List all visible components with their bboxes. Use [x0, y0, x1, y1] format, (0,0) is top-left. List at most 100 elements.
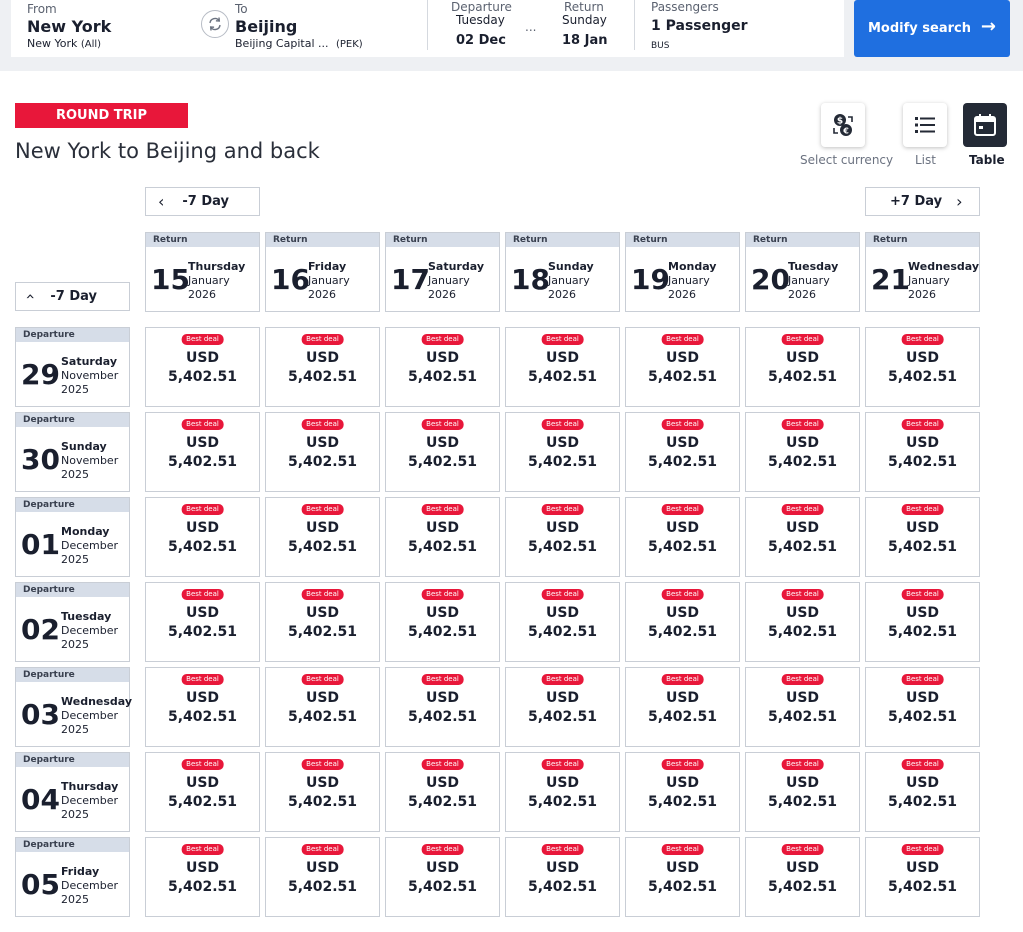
- fare-cell[interactable]: Best deal USD 5,402.51: [625, 837, 740, 917]
- fare-cell[interactable]: Best deal USD 5,402.51: [385, 667, 500, 747]
- departure-header-label: Departure: [16, 668, 129, 682]
- fare-cell[interactable]: Best deal USD 5,402.51: [865, 837, 980, 917]
- departure-header-label: Departure: [16, 328, 129, 342]
- fare-cell[interactable]: Best deal USD 5,402.51: [865, 582, 980, 662]
- fare-cell[interactable]: Best deal USD 5,402.51: [505, 837, 620, 917]
- list-view-button[interactable]: [903, 103, 947, 147]
- fare-cell[interactable]: Best deal USD 5,402.51: [265, 837, 380, 917]
- fare-cell[interactable]: Best deal USD 5,402.51: [625, 327, 740, 407]
- return-weekday: Sunday: [562, 13, 607, 27]
- return-header-label: Return: [626, 233, 739, 247]
- departure-date-header[interactable]: Departure 02 Tuesday December 2025: [15, 582, 130, 662]
- fare-cell[interactable]: Best deal USD 5,402.51: [385, 327, 500, 407]
- fare-amount: 5,402.51: [527, 369, 598, 385]
- departure-day-info: Tuesday December 2025: [61, 610, 118, 652]
- fare-cell[interactable]: Best deal USD 5,402.51: [865, 412, 980, 492]
- fare-cell[interactable]: Best deal USD 5,402.51: [265, 582, 380, 662]
- fare-cell[interactable]: Best deal USD 5,402.51: [865, 752, 980, 832]
- fare-amount: 5,402.51: [527, 624, 598, 640]
- return-date-header[interactable]: Return 17 Saturday January 2026: [385, 232, 500, 312]
- fare-amount: 5,402.51: [287, 539, 358, 555]
- list-icon: [915, 117, 935, 133]
- fare-currency: USD: [425, 350, 460, 366]
- fare-cell[interactable]: Best deal USD 5,402.51: [265, 752, 380, 832]
- fare-cell[interactable]: Best deal USD 5,402.51: [865, 497, 980, 577]
- fare-cell[interactable]: Best deal USD 5,402.51: [145, 497, 260, 577]
- fare-amount: 5,402.51: [887, 709, 958, 725]
- fare-cell[interactable]: Best deal USD 5,402.51: [505, 497, 620, 577]
- select-currency-button[interactable]: $ €: [821, 103, 865, 147]
- swap-cities-button[interactable]: [201, 10, 229, 38]
- return-month: January: [548, 274, 590, 287]
- fare-cell[interactable]: Best deal USD 5,402.51: [265, 327, 380, 407]
- best-deal-badge: Best deal: [301, 759, 344, 770]
- return-date-header[interactable]: Return 18 Sunday January 2026: [505, 232, 620, 312]
- fare-cell[interactable]: Best deal USD 5,402.51: [625, 752, 740, 832]
- fare-cell[interactable]: Best deal USD 5,402.51: [385, 497, 500, 577]
- fare-cell[interactable]: Best deal USD 5,402.51: [625, 412, 740, 492]
- departure-date-header[interactable]: Departure 04 Thursday December 2025: [15, 752, 130, 832]
- fare-cell[interactable]: Best deal USD 5,402.51: [865, 327, 980, 407]
- fare-cell[interactable]: Best deal USD 5,402.51: [865, 667, 980, 747]
- best-deal-badge: Best deal: [661, 334, 704, 345]
- modify-search-button[interactable]: Modify search →: [854, 0, 1010, 57]
- fare-cell[interactable]: Best deal USD 5,402.51: [505, 752, 620, 832]
- fare-cell[interactable]: Best deal USD 5,402.51: [745, 412, 860, 492]
- return-day-number: 21: [871, 263, 910, 296]
- fare-cell[interactable]: Best deal USD 5,402.51: [745, 497, 860, 577]
- fare-amount: 5,402.51: [647, 454, 718, 470]
- currency-exchange-icon: $ €: [833, 114, 853, 136]
- fare-cell[interactable]: Best deal USD 5,402.51: [625, 582, 740, 662]
- return-day-number: 17: [391, 263, 430, 296]
- fare-cell[interactable]: Best deal USD 5,402.51: [745, 327, 860, 407]
- fare-cell[interactable]: Best deal USD 5,402.51: [145, 327, 260, 407]
- return-date-header[interactable]: Return 15 Thursday January 2026: [145, 232, 260, 312]
- fare-cell[interactable]: Best deal USD 5,402.51: [505, 327, 620, 407]
- fare-cell[interactable]: Best deal USD 5,402.51: [145, 667, 260, 747]
- fare-cell[interactable]: Best deal USD 5,402.51: [145, 582, 260, 662]
- departure-date-header[interactable]: Departure 29 Saturday November 2025: [15, 327, 130, 407]
- fare-cell[interactable]: Best deal USD 5,402.51: [505, 412, 620, 492]
- departure-date-header[interactable]: Departure 01 Monday December 2025: [15, 497, 130, 577]
- return-date-header[interactable]: Return 16 Friday January 2026: [265, 232, 380, 312]
- fare-cell[interactable]: Best deal USD 5,402.51: [625, 497, 740, 577]
- departure-date-header[interactable]: Departure 05 Friday December 2025: [15, 837, 130, 917]
- departure-weekday: Wednesday: [61, 695, 133, 708]
- svg-text:€: €: [842, 127, 849, 136]
- fare-cell[interactable]: Best deal USD 5,402.51: [385, 837, 500, 917]
- fare-cell[interactable]: Best deal USD 5,402.51: [385, 412, 500, 492]
- table-view-button[interactable]: [963, 103, 1007, 147]
- prev-departure-week-button[interactable]: ‹ -7 Day: [15, 282, 130, 311]
- fare-cell[interactable]: Best deal USD 5,402.51: [745, 837, 860, 917]
- fare-amount: 5,402.51: [887, 539, 958, 555]
- fare-cell[interactable]: Best deal USD 5,402.51: [385, 752, 500, 832]
- fare-cell[interactable]: Best deal USD 5,402.51: [145, 412, 260, 492]
- fare-cell[interactable]: Best deal USD 5,402.51: [265, 412, 380, 492]
- return-date-header[interactable]: Return 21 Wednesday January 2026: [865, 232, 980, 312]
- fare-currency: USD: [305, 520, 340, 536]
- departure-date-header[interactable]: Departure 30 Sunday November 2025: [15, 412, 130, 492]
- chevron-up-icon: ‹: [21, 293, 41, 300]
- departure-month: November: [61, 369, 119, 382]
- fare-cell[interactable]: Best deal USD 5,402.51: [505, 582, 620, 662]
- fare-cell[interactable]: Best deal USD 5,402.51: [625, 667, 740, 747]
- fare-cell[interactable]: Best deal USD 5,402.51: [385, 582, 500, 662]
- fare-amount: 5,402.51: [167, 369, 238, 385]
- fare-cell[interactable]: Best deal USD 5,402.51: [145, 752, 260, 832]
- swap-icon: [209, 17, 221, 31]
- departure-day-number: 04: [21, 783, 60, 816]
- next-return-week-button[interactable]: +7 Day ›: [865, 187, 980, 216]
- fare-cell[interactable]: Best deal USD 5,402.51: [505, 667, 620, 747]
- fare-amount: 5,402.51: [407, 879, 478, 895]
- fare-cell[interactable]: Best deal USD 5,402.51: [265, 667, 380, 747]
- fare-cell[interactable]: Best deal USD 5,402.51: [745, 667, 860, 747]
- fare-cell[interactable]: Best deal USD 5,402.51: [265, 497, 380, 577]
- return-date-header[interactable]: Return 20 Tuesday January 2026: [745, 232, 860, 312]
- departure-date-header[interactable]: Departure 03 Wednesday December 2025: [15, 667, 133, 747]
- best-deal-badge: Best deal: [181, 844, 224, 855]
- fare-cell[interactable]: Best deal USD 5,402.51: [145, 837, 260, 917]
- fare-cell[interactable]: Best deal USD 5,402.51: [745, 582, 860, 662]
- prev-return-week-button[interactable]: ‹ -7 Day: [145, 187, 260, 216]
- fare-cell[interactable]: Best deal USD 5,402.51: [745, 752, 860, 832]
- return-date-header[interactable]: Return 19 Monday January 2026: [625, 232, 740, 312]
